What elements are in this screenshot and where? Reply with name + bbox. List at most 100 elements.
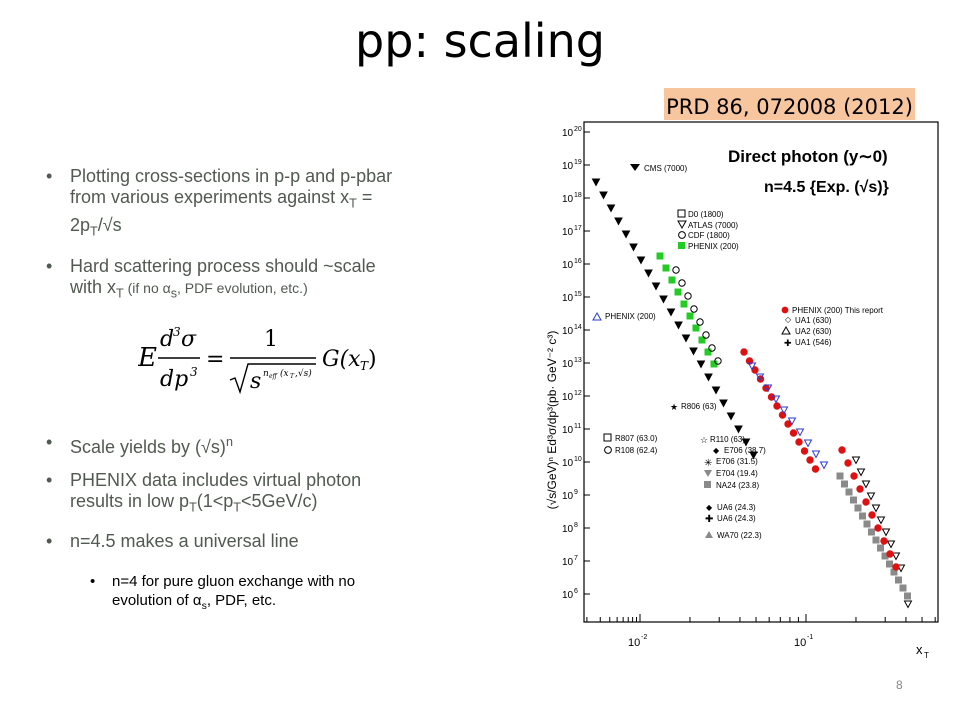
y-tick-label: 10 xyxy=(562,491,574,502)
data-marker xyxy=(704,373,713,382)
data-marker xyxy=(844,459,852,467)
diamond-filled-marker-icon: ◆ xyxy=(706,503,713,512)
eq-G-sub: T xyxy=(360,359,369,373)
y-tick-label: 10 xyxy=(562,524,574,535)
y-tick-label: 10 xyxy=(562,392,574,403)
star-open-marker-icon: ☆ xyxy=(700,435,708,445)
bullet-text: (if no α xyxy=(123,280,171,297)
bullet-dot: • xyxy=(46,166,53,186)
legend-ua1-546: UA1 (546) xyxy=(795,338,832,347)
reference-box: PRD 86, 072008 (2012) xyxy=(664,88,915,126)
gray-triangle-marker-icon xyxy=(704,470,712,477)
data-marker xyxy=(591,178,601,187)
data-marker xyxy=(877,544,884,552)
data-marker xyxy=(851,456,861,465)
data-marker xyxy=(868,528,875,536)
cross-filled-marker-icon: ✚ xyxy=(705,514,713,525)
data-marker xyxy=(674,321,683,330)
data-marker xyxy=(866,492,876,501)
legend-phenix-this: PHENIX (200) This report xyxy=(792,306,884,315)
data-marker xyxy=(741,438,751,447)
data-marker xyxy=(862,498,870,506)
data-marker xyxy=(874,524,882,532)
data-marker xyxy=(636,256,646,265)
plot-legend: CMS (7000) D0 (1800) ATLAS (7000) CDF (1… xyxy=(592,164,884,540)
data-marker xyxy=(662,264,670,272)
y-tick-exponent: 11 xyxy=(574,423,581,430)
data-marker xyxy=(806,456,814,464)
data-marker xyxy=(681,334,691,343)
data-marker xyxy=(795,428,805,437)
data-marker xyxy=(734,425,743,434)
eq-neff: n xyxy=(263,369,269,379)
data-points xyxy=(591,178,913,609)
bullet-scale-yields: • Scale yields by (√s)n xyxy=(46,432,466,458)
data-marker xyxy=(904,592,911,600)
data-marker xyxy=(841,480,848,488)
data-marker xyxy=(886,540,896,549)
eq-s: s xyxy=(250,369,261,394)
x-tick-label: 10 xyxy=(628,637,640,649)
circle-open-marker-icon xyxy=(604,446,612,454)
subscript: T xyxy=(116,286,124,301)
data-marker xyxy=(856,468,866,477)
bullet-text: Scale yields by (√s) xyxy=(70,437,226,457)
data-marker xyxy=(871,504,881,513)
legend-r807: R807 (63.0) xyxy=(615,434,658,443)
scaling-equation: E d 3 σ dp 3 = 1 s n eff (x T ,√s) G(x T… xyxy=(138,325,377,395)
sqrt-sign xyxy=(229,363,316,395)
eq-neff-args2: ,√s) xyxy=(295,368,312,379)
y-tick-exponent: 18 xyxy=(574,192,582,199)
y-tick-exponent: 6 xyxy=(574,588,578,595)
diamond-marker-icon: ◆ xyxy=(713,446,720,455)
subscript: T xyxy=(189,500,197,515)
subscript: s xyxy=(170,286,178,301)
y-tick-exponent: 19 xyxy=(574,159,582,166)
data-marker xyxy=(696,360,706,369)
gray-triangle-up-marker-icon xyxy=(705,531,713,538)
data-marker xyxy=(850,472,858,480)
data-marker xyxy=(880,537,888,545)
data-marker xyxy=(795,438,803,446)
data-marker xyxy=(747,362,757,371)
data-marker xyxy=(773,402,781,410)
bullet-phenix-virtual: • PHENIX data includes virtual photon re… xyxy=(46,470,466,519)
legend-phenix200: PHENIX (200) xyxy=(688,242,739,251)
bullet-text: n=4 for pure gluon exchange with no xyxy=(112,573,356,590)
data-marker xyxy=(696,318,704,326)
eq-E: E xyxy=(138,343,157,373)
bullet-dot: • xyxy=(46,530,53,551)
data-marker xyxy=(899,584,907,592)
bullet-list-lower: • Scale yields by (√s)n • PHENIX data in… xyxy=(46,432,466,552)
bullet-dot: • xyxy=(46,470,53,490)
data-marker xyxy=(892,563,900,571)
eq-exp: 3 xyxy=(190,365,198,379)
bullet-text: = xyxy=(356,187,373,207)
data-marker xyxy=(629,243,638,252)
y-tick-exponent: 14 xyxy=(574,324,582,331)
y-tick-exponent: 8 xyxy=(574,522,578,529)
x-tick-exponent: -2 xyxy=(641,634,647,641)
data-marker xyxy=(621,230,631,239)
bullet-text: PHENIX data includes virtual photon xyxy=(70,470,362,490)
bullet-dot: • xyxy=(46,432,53,452)
data-marker xyxy=(800,447,809,455)
data-marker xyxy=(895,576,902,584)
data-marker xyxy=(767,393,776,401)
bullet-text: n=4.5 makes a universal line xyxy=(70,530,299,551)
bullet-hard-scattering: • Hard scattering process should ~scale … xyxy=(46,256,466,305)
bullet-dot: • xyxy=(46,256,53,277)
data-marker xyxy=(644,269,653,278)
data-marker xyxy=(749,451,758,460)
red-circle-marker-icon xyxy=(781,306,789,314)
square-marker-icon xyxy=(677,209,686,218)
x-axis-label-sub: T xyxy=(924,651,929,660)
eq-one: 1 xyxy=(264,327,278,352)
data-marker xyxy=(854,504,862,512)
legend-r108: R108 (62.4) xyxy=(615,446,658,455)
y-tick-exponent: 15 xyxy=(574,291,582,298)
legend-wa70: WA70 (22.3) xyxy=(717,531,762,540)
bullet-text: (1<p xyxy=(196,491,234,511)
eq-equals: = xyxy=(206,347,224,372)
